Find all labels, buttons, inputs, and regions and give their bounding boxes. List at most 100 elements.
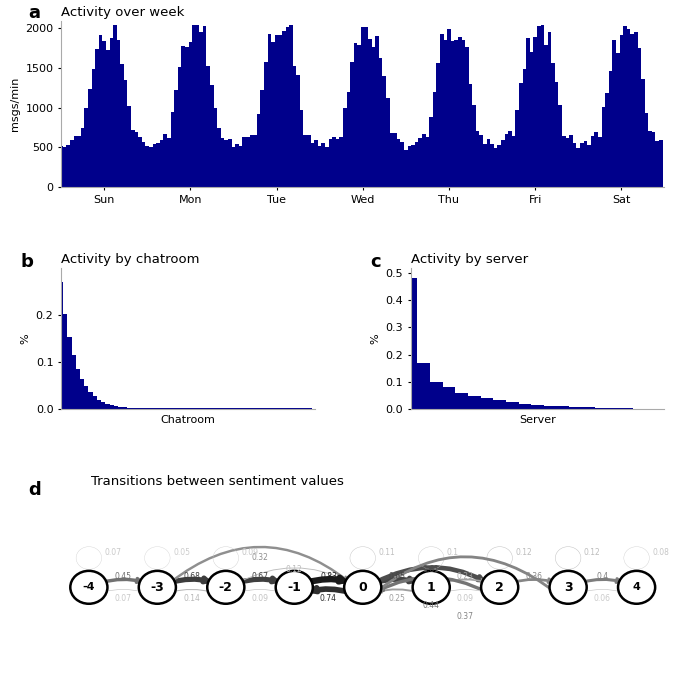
Bar	[241, 408, 245, 409]
Bar	[437, 62, 440, 187]
Bar	[296, 75, 300, 187]
Bar	[582, 408, 595, 409]
Text: 0.14: 0.14	[183, 594, 200, 603]
Bar	[283, 408, 287, 409]
Bar	[194, 408, 199, 409]
Bar	[570, 136, 573, 187]
Bar	[605, 93, 609, 187]
Bar	[232, 147, 235, 187]
Circle shape	[139, 571, 176, 603]
Bar	[72, 356, 76, 409]
Bar	[659, 140, 662, 187]
Bar	[254, 408, 258, 409]
Bar	[207, 66, 210, 187]
Bar	[160, 140, 163, 187]
Text: 0.83: 0.83	[320, 572, 337, 581]
Bar	[89, 392, 93, 409]
Text: 0.08: 0.08	[652, 548, 669, 557]
Bar	[196, 25, 199, 187]
Bar	[354, 42, 357, 187]
Bar	[59, 146, 63, 187]
Bar	[623, 25, 626, 187]
Bar	[95, 49, 99, 187]
FancyArrowPatch shape	[172, 589, 213, 593]
Bar	[544, 406, 557, 409]
FancyArrowPatch shape	[239, 578, 276, 582]
Bar	[214, 108, 217, 187]
Bar	[74, 136, 77, 187]
Bar	[239, 146, 243, 187]
Bar	[532, 405, 544, 409]
Bar	[77, 136, 81, 187]
Text: 1: 1	[427, 581, 435, 594]
Bar	[275, 408, 279, 409]
Bar	[127, 105, 131, 187]
Bar	[372, 47, 376, 187]
Bar	[163, 134, 167, 187]
Y-axis label: %: %	[20, 333, 30, 344]
FancyArrowPatch shape	[513, 579, 552, 582]
Bar	[346, 92, 350, 187]
Bar	[149, 147, 153, 187]
Circle shape	[344, 571, 381, 603]
Bar	[217, 127, 221, 187]
Text: 4: 4	[633, 582, 641, 593]
Bar	[228, 408, 232, 409]
Bar	[350, 62, 354, 187]
Bar	[343, 108, 346, 187]
Bar	[63, 147, 66, 187]
Bar	[451, 40, 454, 187]
Bar	[203, 408, 207, 409]
FancyArrowPatch shape	[170, 578, 207, 582]
Bar	[199, 408, 203, 409]
Bar	[67, 338, 72, 409]
Bar	[447, 29, 451, 187]
Text: 0.12: 0.12	[515, 548, 532, 557]
Bar	[138, 138, 142, 187]
Bar	[114, 406, 118, 409]
Circle shape	[276, 571, 313, 603]
X-axis label: Chatroom: Chatroom	[161, 414, 215, 425]
Bar	[131, 408, 135, 409]
Text: 0.25: 0.25	[388, 594, 405, 603]
Bar	[264, 62, 268, 187]
Bar	[540, 25, 544, 187]
Bar	[418, 138, 422, 187]
Bar	[504, 134, 508, 187]
Bar	[422, 134, 426, 187]
Bar	[250, 135, 253, 187]
FancyArrowPatch shape	[307, 577, 343, 582]
Bar	[152, 408, 156, 409]
Bar	[304, 408, 308, 409]
Bar	[609, 71, 612, 187]
Bar	[526, 38, 530, 187]
Bar	[523, 69, 526, 187]
Bar	[479, 136, 483, 187]
FancyArrowPatch shape	[170, 547, 348, 582]
Text: Activity by server: Activity by server	[411, 253, 528, 266]
Bar	[626, 29, 631, 187]
Bar	[490, 145, 494, 187]
Bar	[93, 397, 97, 409]
Bar	[397, 138, 401, 187]
Bar	[76, 369, 80, 409]
Bar	[135, 132, 138, 187]
Bar	[289, 25, 293, 187]
Bar	[165, 408, 169, 409]
Bar	[102, 41, 106, 187]
Bar	[325, 147, 329, 187]
Bar	[620, 35, 623, 187]
Bar	[407, 146, 412, 187]
Text: Transitions between sentiment values: Transitions between sentiment values	[91, 475, 344, 488]
Bar	[300, 408, 304, 409]
Bar	[145, 146, 149, 187]
Bar	[307, 135, 311, 187]
Bar	[468, 395, 481, 409]
Bar	[300, 110, 304, 187]
Bar	[393, 133, 397, 187]
Bar	[616, 53, 620, 187]
Bar	[357, 45, 361, 187]
Bar	[271, 408, 275, 409]
Bar	[279, 35, 282, 187]
Text: 0: 0	[359, 581, 367, 594]
